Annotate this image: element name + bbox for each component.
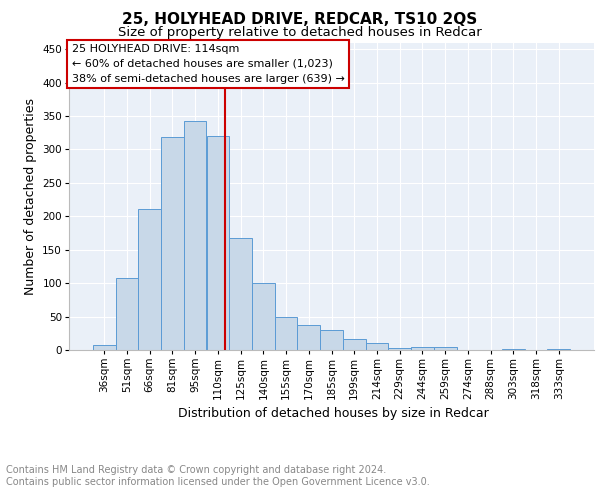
Bar (116, 278, 139, 350)
Bar (139, 209, 161, 350)
Bar (93, 346, 116, 350)
Bar (252, 283, 275, 350)
Bar (206, 136, 229, 350)
Y-axis label: Number of detached properties: Number of detached properties (24, 98, 37, 294)
Bar (434, 346, 457, 350)
Bar (502, 348, 524, 350)
Bar (229, 238, 252, 350)
Bar (275, 316, 298, 350)
Text: Size of property relative to detached houses in Redcar: Size of property relative to detached ho… (118, 26, 482, 39)
Bar (388, 348, 411, 350)
Bar (298, 326, 320, 350)
Text: 25, HOLYHEAD DRIVE, REDCAR, TS10 2QS: 25, HOLYHEAD DRIVE, REDCAR, TS10 2QS (122, 12, 478, 28)
Bar (161, 138, 184, 350)
Bar (184, 120, 206, 350)
Bar (411, 346, 434, 350)
Bar (547, 348, 570, 350)
Bar (343, 340, 365, 350)
Bar (320, 330, 343, 350)
Text: 25 HOLYHEAD DRIVE: 114sqm
← 60% of detached houses are smaller (1,023)
38% of se: 25 HOLYHEAD DRIVE: 114sqm ← 60% of detac… (71, 44, 344, 84)
Bar (365, 344, 388, 350)
Text: Distribution of detached houses by size in Redcar: Distribution of detached houses by size … (178, 408, 488, 420)
Text: Contains HM Land Registry data © Crown copyright and database right 2024.
Contai: Contains HM Land Registry data © Crown c… (6, 465, 430, 486)
